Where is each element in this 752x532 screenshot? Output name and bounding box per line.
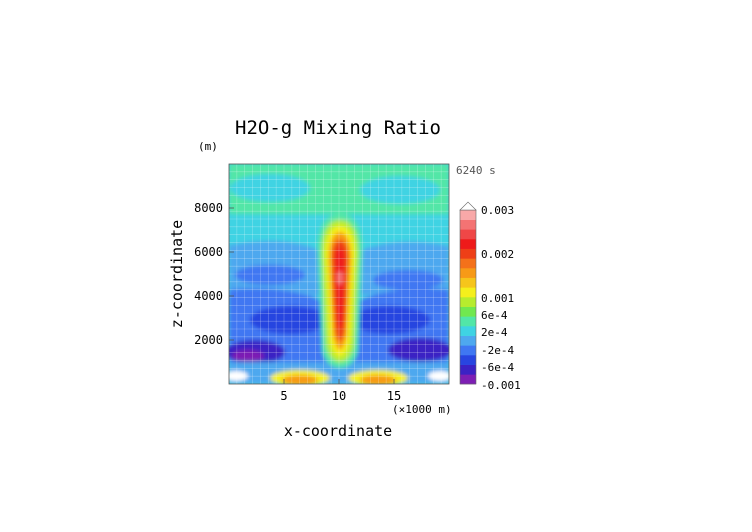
- y-axis-label: z-coordinate: [168, 220, 186, 328]
- colorbar-swatch: [460, 374, 476, 385]
- colorbar-label: 0.001: [481, 292, 514, 305]
- colorbar-labels: 0.003 0.002 0.001 6e-4 2e-4 -2e-4 -6e-4 -0.001: [481, 204, 521, 392]
- time-label: 6240 s: [456, 164, 496, 177]
- surface-right-white: [428, 371, 449, 381]
- plume-core: [335, 248, 345, 328]
- x-unit-label: (×1000 m): [392, 403, 452, 416]
- right-negative-cell: [373, 270, 443, 290]
- y-tick-label: 2000: [194, 333, 223, 347]
- surface-left-white: [229, 371, 248, 381]
- surface-right-core: [360, 375, 396, 384]
- colorbar-swatch: [460, 335, 476, 346]
- plume-maximum: [337, 271, 343, 285]
- colorbar-swatch: [460, 287, 476, 298]
- colorbar-label: -0.001: [481, 379, 521, 392]
- x-tick-label: 15: [387, 389, 401, 403]
- colorbar-swatch: [460, 355, 476, 365]
- chart-title: H2O-g Mixing Ratio: [235, 117, 441, 139]
- colorbar-label: 2e-4: [481, 326, 508, 339]
- colorbar-label: -2e-4: [481, 344, 514, 357]
- y-axis-ticks: 2000 4000 6000 8000: [194, 201, 234, 347]
- y-tick-label: 8000: [194, 201, 223, 215]
- x-tick-label: 5: [280, 389, 287, 403]
- colorbar-extend-arrow: [459, 201, 477, 211]
- colorbar-label: 0.002: [481, 248, 514, 261]
- colorbar-swatch: [460, 248, 476, 259]
- x-axis-ticks: 5 10 15: [280, 379, 401, 403]
- colorbar-swatch: [460, 297, 476, 307]
- x-axis-label: x-coordinate: [284, 422, 392, 440]
- colorbar-swatch: [460, 268, 476, 278]
- upper-right-cell: [360, 176, 440, 204]
- y-tick-label: 4000: [194, 289, 223, 303]
- surface-right-cell: [388, 338, 449, 362]
- colorbar-swatch: [460, 306, 476, 317]
- grid: [229, 164, 449, 384]
- colorbar-swatch: [460, 219, 476, 230]
- lower-right-cell: [350, 306, 430, 334]
- y-tick-label: 6000: [194, 245, 223, 259]
- upper-left-cell: [230, 174, 310, 202]
- x-tick-label: 10: [332, 389, 346, 403]
- colorbar-swatch: [460, 258, 476, 269]
- lower-left-cell: [250, 306, 330, 334]
- colorbar-label: 6e-4: [481, 309, 508, 322]
- surface-left-core: [282, 375, 318, 384]
- colorbar-swatch: [460, 316, 476, 327]
- left-negative-cell: [235, 265, 305, 285]
- colorbar-swatch: [460, 239, 476, 249]
- colorbar-swatch: [460, 277, 476, 288]
- colorbar-swatch: [460, 326, 476, 336]
- colorbar: [459, 201, 477, 385]
- colorbar-swatch: [460, 210, 476, 220]
- surface-left-minimum: [232, 350, 264, 362]
- colorbar-swatch: [460, 229, 476, 240]
- colorbar-label: -6e-4: [481, 361, 514, 374]
- colorbar-swatch: [460, 364, 476, 375]
- y-unit-label: (m): [198, 140, 218, 153]
- contour-field: [229, 164, 449, 384]
- colorbar-label: 0.003: [481, 204, 514, 217]
- colorbar-swatch: [460, 345, 476, 356]
